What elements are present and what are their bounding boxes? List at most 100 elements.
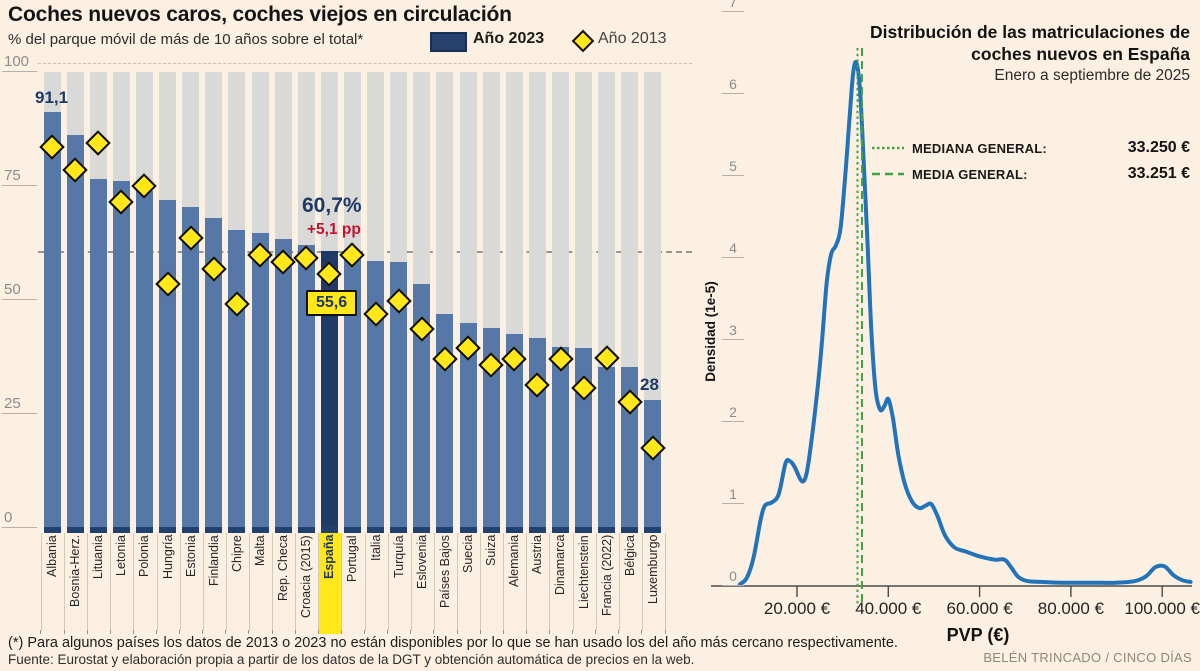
bar-base-cap-23: [575, 527, 593, 533]
bar-base-cap-12: [320, 527, 338, 533]
bar-base-cap-11: [297, 527, 315, 533]
category-col-18: Suecia: [457, 533, 480, 631]
category-label-Liechtenstein: Liechtenstein: [576, 535, 591, 609]
bottom-tick-0: [40, 630, 42, 634]
category-label-Luxemburgo: Luxemburgo: [645, 535, 660, 605]
bar-2023-Turquía: [390, 261, 408, 528]
category-col-24: Francia (2022): [595, 533, 619, 631]
density-ytick-5: 5: [722, 158, 744, 176]
bar-2023-Suiza: [482, 327, 500, 528]
bar-2023-Dinamarca: [552, 346, 570, 528]
category-col-7: Finlandia: [202, 533, 226, 631]
category-col-16: Eslovenia: [410, 533, 434, 631]
bar-2023-Francia (2022): [598, 367, 616, 528]
bottom-tick-12: [317, 630, 319, 634]
category-label-Suecia: Suecia: [461, 535, 475, 574]
category-col-21: Austria: [526, 533, 549, 631]
left-ytick-50: 50: [2, 281, 37, 300]
density-ytick-2: 2: [722, 404, 744, 422]
density-ytick-1: 1: [722, 486, 744, 504]
bar-2023-Albania: [43, 112, 61, 528]
bar-base-cap-13: [343, 527, 361, 533]
density-xtick-80000: 80.000 €: [1037, 599, 1104, 618]
category-col-8: Chipre: [225, 533, 249, 631]
category-label-Países Bajos: Países Bajos: [437, 535, 452, 608]
category-col-3: Letonia: [110, 533, 133, 631]
category-label-Francia (2022): Francia (2022): [599, 535, 614, 617]
category-col-13: Portugal: [341, 533, 364, 631]
footnote: (*) Para algunos países los datos de 201…: [8, 635, 898, 651]
bar-base-cap-19: [482, 527, 500, 533]
mediana-line-icon: [872, 146, 904, 150]
annotation-espana-change: +5,1 pp: [307, 221, 361, 238]
category-col-2: Lituania: [87, 533, 110, 631]
mediana-value: 33.250 €: [1127, 139, 1190, 156]
category-label-Letonia: Letonia: [114, 535, 129, 577]
media-value: 33.251 €: [1127, 165, 1190, 182]
category-label-Finlandia: Finlandia: [206, 535, 221, 586]
bar-base-cap-15: [390, 527, 408, 533]
bottom-tick-23: [572, 630, 574, 634]
bar-base-cap-14: [367, 527, 385, 533]
bar-2023-Letonia: [112, 180, 130, 528]
density-xtick-20000: 20.000 €: [763, 599, 831, 618]
category-label-Alemania: Alemania: [507, 535, 522, 588]
bottom-tick-7: [202, 630, 204, 634]
bar-2023-Finlandia: [205, 218, 223, 528]
bottom-tick-8: [225, 630, 227, 634]
category-col-23: Liechtenstein: [572, 533, 596, 631]
page-title: Coches nuevos caros, coches viejos en ci…: [8, 3, 512, 26]
bar-2023-Estonia: [182, 207, 200, 528]
bar-2023-Italia: [367, 260, 385, 528]
density-ytick-4: 4: [722, 240, 744, 258]
category-col-15: Turquía: [387, 533, 411, 631]
density-chart-subtitle: Enero a septiembre de 2025: [994, 67, 1190, 84]
category-col-20: Alemania: [503, 533, 526, 631]
bar-2023-Bosnia-Herz.: [66, 134, 84, 528]
category-col-0: Albania: [40, 533, 64, 631]
legend-2013-label: Año 2013: [598, 30, 667, 47]
density-chart-title: Distribución de las matriculaciones de c…: [870, 22, 1190, 64]
annotation-espana-value: 60,7%: [302, 194, 362, 217]
mediana-label: MEDIANA GENERAL:: [912, 140, 1047, 156]
bar-2023-Eslovenia: [413, 283, 431, 528]
bottom-tick-19: [479, 630, 481, 634]
category-label-Polonia: Polonia: [137, 535, 152, 577]
category-col-26: Luxemburgo: [641, 533, 667, 631]
bar-base-cap-9: [251, 527, 269, 533]
legend-2023-label: Año 2023: [473, 30, 545, 47]
bottom-tick-21: [525, 630, 527, 634]
bar-2023-Austria: [528, 337, 546, 528]
bar-2023-Lituania: [89, 179, 107, 528]
bar-base-cap-5: [159, 527, 177, 533]
bottom-tick-24: [595, 630, 597, 634]
left-ytick-25: 25: [2, 395, 37, 414]
category-col-25: Bélgica: [618, 533, 642, 631]
bottom-tick-25: [618, 630, 620, 634]
category-label-Suiza: Suiza: [484, 535, 499, 567]
bar-base-cap-0: [43, 527, 61, 533]
category-label-Dinamarca: Dinamarca: [553, 535, 568, 596]
bar-2023-España: [320, 250, 338, 528]
bar-base-cap-10: [274, 527, 292, 533]
left-bar-plot: [38, 63, 692, 528]
category-label-Albania: Albania: [44, 535, 59, 577]
bar-base-cap-2: [89, 527, 107, 533]
category-col-17: Países Bajos: [433, 533, 457, 631]
category-label-Bélgica: Bélgica: [622, 535, 637, 576]
category-label-Chipre: Chipre: [229, 535, 244, 572]
bar-2023-Hungría: [159, 200, 177, 528]
category-col-5: Hungría: [156, 533, 180, 631]
bottom-tick-10: [271, 630, 273, 634]
density-ytick-3: 3: [722, 322, 744, 340]
media-legend-row: MEDIA GENERAL: 33.251 €: [872, 163, 1190, 185]
category-col-9: Malta: [248, 533, 272, 631]
media-label: MEDIA GENERAL:: [912, 166, 1028, 182]
category-col-10: Rep. Checa: [272, 533, 295, 631]
category-label-España: España: [322, 535, 337, 580]
density-ytick-6: 6: [722, 76, 744, 94]
category-col-14: Italia: [364, 533, 388, 631]
category-label-Portugal: Portugal: [345, 535, 360, 582]
density-xtick-100000: 100.000 €: [1124, 599, 1200, 618]
bar-2023-Chipre: [228, 229, 246, 528]
